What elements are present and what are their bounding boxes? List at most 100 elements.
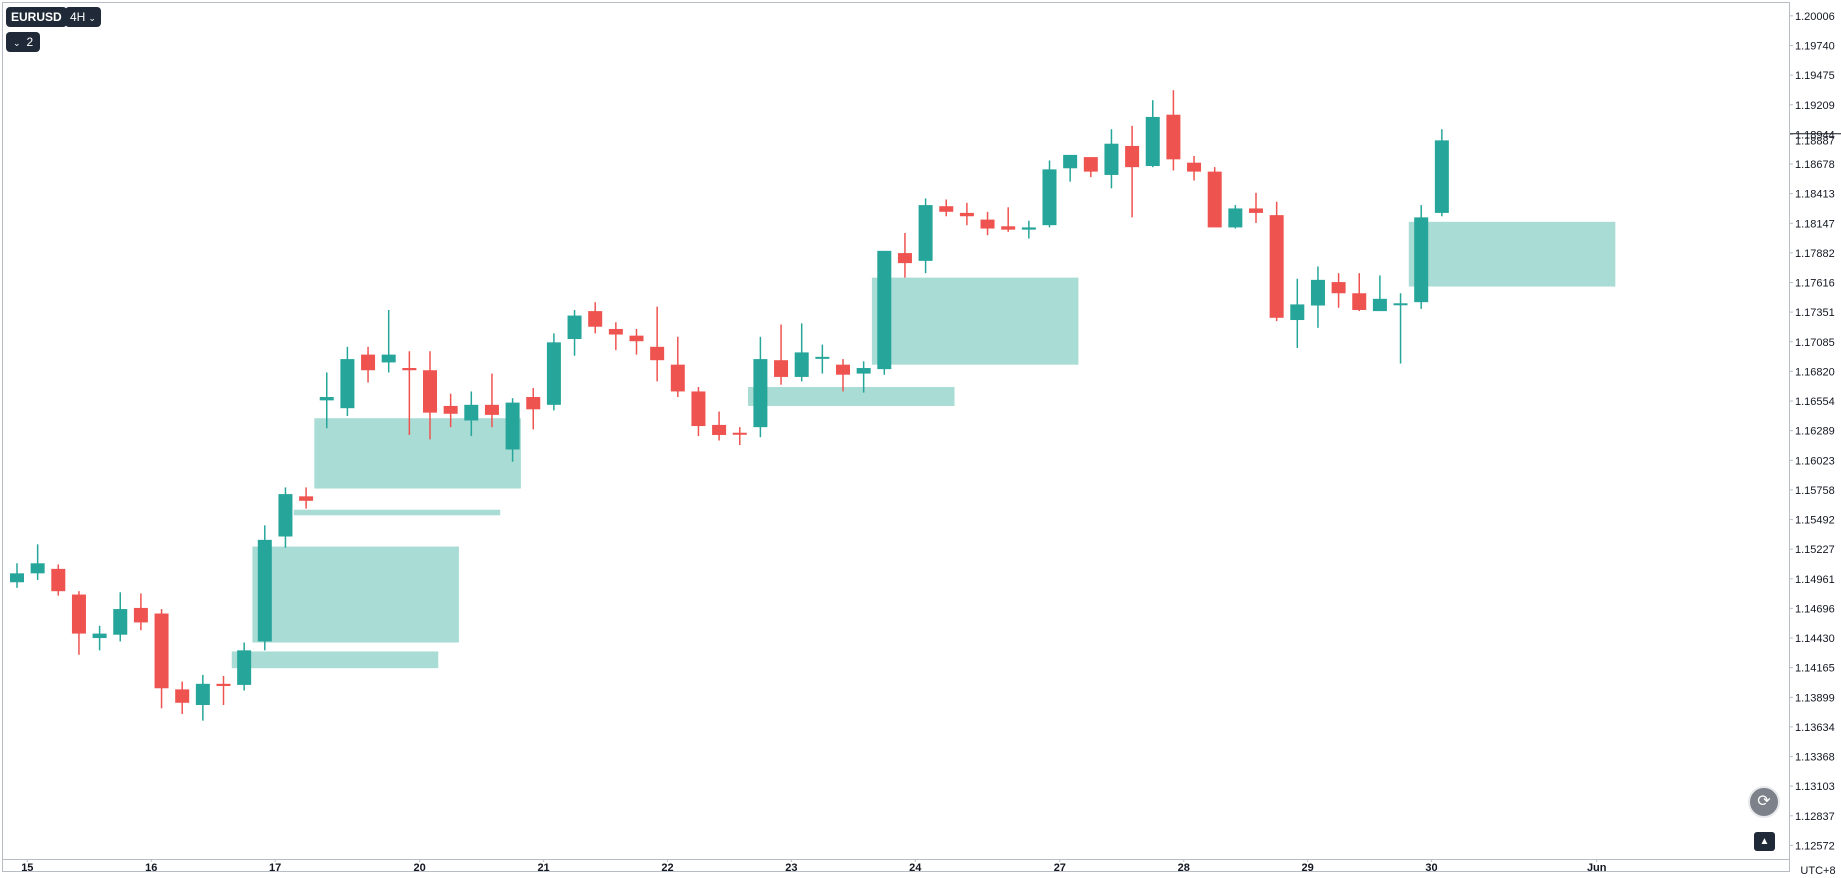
candle (278, 487, 293, 548)
candle (897, 232, 912, 278)
candle (216, 675, 231, 706)
candle-body (959, 212, 974, 217)
candle (1166, 90, 1181, 171)
price-tick-label: 1.16554 (1795, 396, 1835, 408)
price-tick-label: 1.17351 (1795, 307, 1835, 319)
candle (1187, 155, 1202, 181)
candle-body (815, 356, 830, 359)
imbalance-zone (748, 386, 955, 406)
candle-body (1310, 279, 1325, 306)
reset-icon: ⟳ (1757, 793, 1771, 810)
price-tick-label: 1.19475 (1795, 70, 1835, 82)
candle-body (71, 594, 86, 634)
candle-body (1269, 215, 1284, 318)
candle (836, 359, 850, 392)
imbalance-zone (293, 509, 501, 516)
candle-body (505, 402, 520, 450)
candle (484, 373, 499, 428)
candle-body (51, 568, 66, 592)
candle (980, 211, 995, 236)
price-tick-label: 1.20006 (1795, 11, 1835, 23)
time-tick-label: 27 (1054, 862, 1066, 874)
candle (1125, 125, 1140, 218)
candle (257, 525, 272, 651)
time-tick-label: 16 (145, 862, 157, 874)
price-tick-label: 1.17085 (1795, 337, 1835, 349)
candle-body (340, 359, 355, 409)
candle-body (30, 563, 45, 574)
candle (1083, 157, 1098, 178)
time-tick-label: 29 (1302, 862, 1314, 874)
candle (1042, 160, 1057, 228)
candle (546, 333, 561, 411)
candle (195, 674, 210, 721)
candle-body (423, 370, 437, 413)
candle (423, 351, 437, 440)
zones-layer (231, 221, 1616, 669)
candle (939, 199, 954, 217)
price-tick-label: 1.16023 (1795, 455, 1835, 467)
candle (51, 564, 66, 596)
candle (505, 398, 520, 462)
indicators-toggle-button[interactable]: ⌄ 2 (6, 32, 41, 52)
candle-body (650, 346, 665, 361)
candle-body (608, 328, 623, 335)
candle-body (836, 364, 850, 375)
candle-body (897, 253, 912, 264)
imbalance-zone (231, 651, 439, 669)
candle (567, 309, 582, 356)
candle-body (1393, 303, 1408, 306)
time-axis: 15 16 17 20 21 22 23 24 27 28 29 30 Jun UTC+8 (21, 859, 1836, 877)
candle-body (1187, 162, 1202, 172)
candle (237, 642, 252, 691)
candle (1063, 154, 1078, 182)
candle (650, 306, 665, 382)
candle (10, 563, 24, 588)
price-tick-label: 1.17882 (1795, 248, 1835, 260)
price-axis-separator (1789, 2, 1790, 872)
imbalance-zone (1408, 221, 1616, 287)
candle-body (216, 683, 231, 687)
timezone-label: UTC+8 (1800, 865, 1835, 877)
candle-body (1166, 114, 1181, 160)
candle-body (1063, 154, 1078, 169)
candle (133, 593, 148, 631)
candle (1393, 293, 1408, 364)
price-tick-label: 1.19209 (1795, 100, 1835, 112)
candle-body (113, 609, 128, 635)
candle (443, 393, 458, 428)
price-tick-label: 1.17616 (1795, 278, 1835, 290)
candle-body (257, 539, 272, 642)
candle-body (753, 359, 768, 428)
candle (1269, 201, 1284, 322)
price-tick-label: 1.14165 (1795, 663, 1835, 675)
candle (1001, 207, 1016, 232)
price-tick-label: 1.14961 (1795, 574, 1835, 586)
candle (1414, 205, 1429, 309)
candle (154, 609, 169, 709)
price-tick-label: 1.18944 (1795, 129, 1835, 141)
candle (30, 544, 45, 581)
candle (856, 361, 871, 393)
time-tick-label: 17 (269, 862, 281, 874)
candle-body (381, 354, 396, 363)
candle-body (1434, 140, 1449, 213)
price-tick-label: 1.14696 (1795, 603, 1835, 615)
candle (1228, 205, 1243, 229)
candle (629, 328, 644, 355)
candle (732, 427, 747, 446)
candle-body (361, 354, 376, 371)
auto-scale-button[interactable]: ▲ (1754, 832, 1775, 851)
candle-body (1021, 227, 1036, 230)
scroll-to-realtime-button[interactable]: ⟳ (1748, 786, 1780, 818)
candle-body (774, 360, 789, 377)
candle (712, 411, 727, 441)
candle (526, 388, 541, 430)
symbol-button[interactable]: EURUSD (6, 7, 67, 27)
candle-body (588, 311, 603, 327)
interval-button[interactable]: 4H ⌄ (65, 7, 101, 27)
candle-body (1042, 169, 1057, 226)
candle-body (464, 404, 479, 421)
